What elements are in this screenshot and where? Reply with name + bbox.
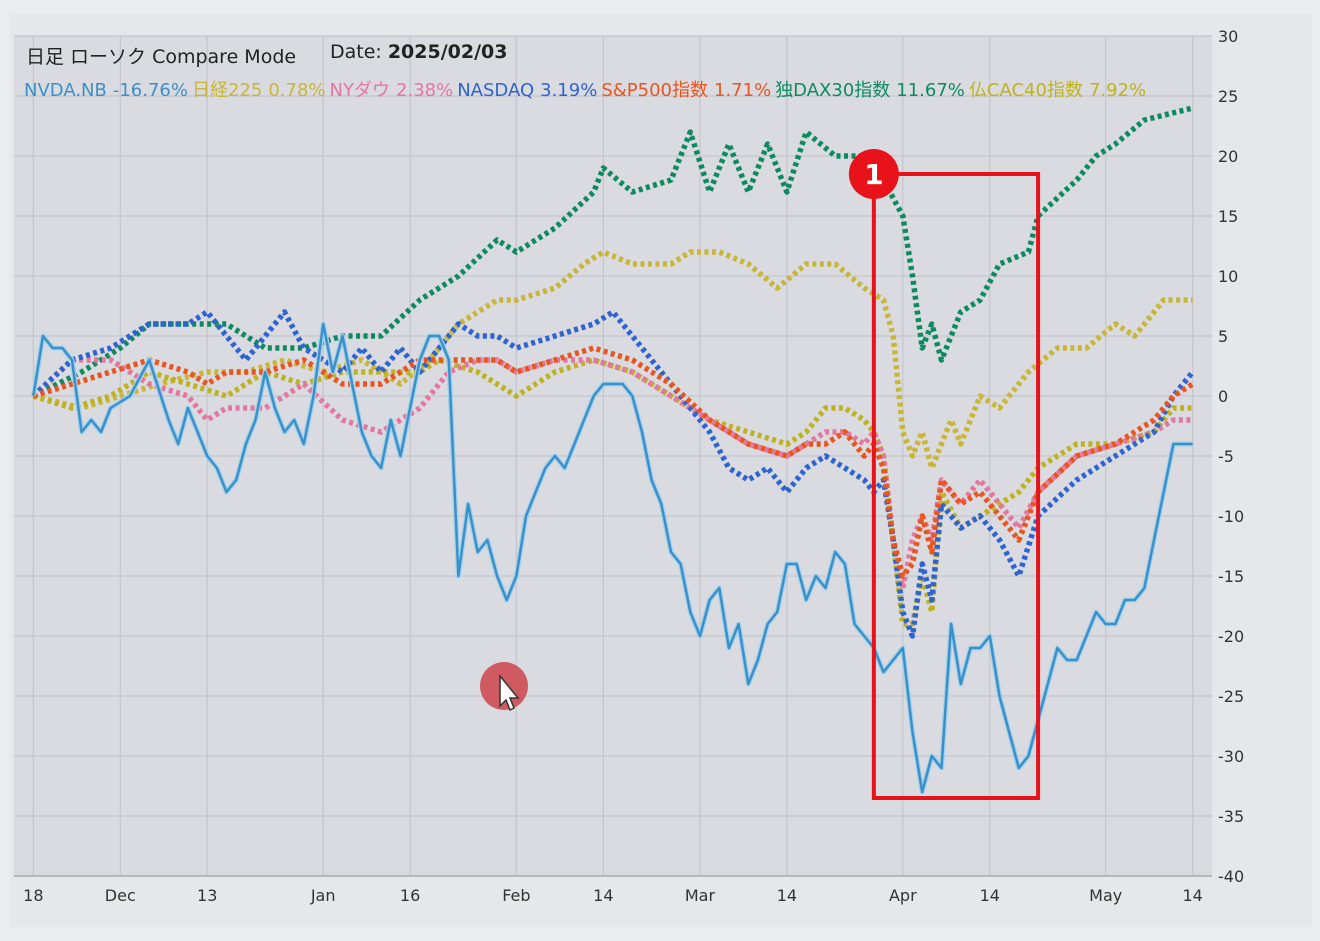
y-tick-label: 10 (1218, 267, 1238, 286)
y-tick-label: 30 (1218, 27, 1238, 46)
x-tick-label: 13 (197, 886, 217, 905)
legend-item: NVDA.NB -16.76% (24, 80, 188, 101)
legend-name: 仏CAC40指数 (969, 80, 1083, 101)
legend-change: 0.78% (268, 80, 325, 101)
legend-change: 7.92% (1089, 80, 1146, 101)
x-tick-label: Mar (685, 886, 716, 905)
y-tick-label: 20 (1218, 147, 1238, 166)
legend-item: 独DAX30指数 11.67% (775, 80, 965, 101)
legend-item: 仏CAC40指数 7.92% (969, 80, 1146, 101)
y-tick-label: 25 (1218, 87, 1238, 106)
legend-change: 3.19% (540, 80, 597, 101)
legend-name: 独DAX30指数 (775, 80, 890, 101)
x-tick-label: May (1089, 886, 1122, 905)
y-tick-label: -40 (1218, 867, 1244, 886)
date-value: 2025/02/03 (388, 41, 508, 63)
y-tick-label: 15 (1218, 207, 1238, 226)
legend-name: S&P500指数 (601, 80, 708, 101)
y-tick-label: -5 (1218, 447, 1234, 466)
y-tick-label: -30 (1218, 747, 1244, 766)
grid (14, 35, 1212, 877)
cursor-indicator (480, 662, 528, 712)
y-tick-label: -10 (1218, 507, 1244, 526)
annotation: 1 (848, 149, 1041, 800)
y-axis: 30 25 20 15 10 5 0 -5 -10 -15 -20 -25 -30 -35 -40 (1218, 27, 1244, 886)
hand-cursor-icon (499, 673, 520, 712)
y-tick-label: 5 (1218, 327, 1228, 346)
legend-item: NYダウ 2.38% (330, 80, 454, 101)
legend-name: NASDAQ (457, 80, 534, 101)
date-caption: Date: (330, 41, 382, 63)
annotation-badge (848, 149, 899, 199)
legend-change: 11.67% (896, 80, 965, 101)
x-tick-label: Dec (105, 886, 136, 905)
x-tick-label: 18 (23, 886, 43, 905)
x-tick-label: 14 (777, 886, 797, 905)
legend-item: S&P500指数 1.71% (601, 80, 771, 101)
legend-item: 日経225 0.78% (192, 80, 326, 101)
y-tick-label: -25 (1218, 687, 1244, 706)
x-tick-label: Apr (889, 886, 917, 905)
series-line-6 (32, 322, 1193, 794)
legend-change: -16.76% (113, 80, 188, 101)
y-tick-label: -20 (1218, 627, 1244, 646)
x-tick-label: 14 (1182, 886, 1202, 905)
series-line-0 (32, 105, 1194, 399)
series-layer (30, 105, 1195, 795)
x-tick-label: Jan (310, 886, 336, 905)
annotation-number: 1 (864, 158, 883, 191)
mode-label: 日足 ローソク Compare Mode (26, 46, 296, 68)
series-line-3 (31, 357, 1193, 591)
y-tick-label: -35 (1218, 807, 1244, 826)
legend: NVDA.NB -16.76% 日経225 0.78% NYダウ 2.38% NASDAQ 3… (24, 80, 1146, 101)
legend-name: NVDA.NB (24, 80, 107, 101)
legend-name: 日経225 (192, 80, 262, 101)
legend-item: NASDAQ 3.19% (457, 80, 597, 101)
legend-name: NYダウ (330, 80, 390, 101)
series-line-5 (32, 345, 1195, 579)
y-tick-label: 0 (1218, 387, 1228, 406)
date-label: Date: 2025/02/03 (330, 41, 507, 63)
x-axis: 18 Dec 13 Jan 16 Feb 14 Mar 14 Apr 14 May 14 (14, 875, 1212, 905)
x-tick-label: Feb (502, 886, 530, 905)
highlight-box (871, 172, 1041, 800)
y-tick-label: -15 (1218, 567, 1244, 586)
x-tick-label: 14 (980, 886, 1000, 905)
legend-change: 1.71% (714, 80, 771, 101)
legend-change: 2.38% (396, 80, 453, 101)
x-tick-label: 16 (400, 886, 420, 905)
series-line-4 (31, 309, 1195, 639)
chart-header: 日足 ローソク Compare Mode Date: 2025/02/03 NVD… (24, 41, 1146, 101)
x-tick-label: 14 (593, 886, 613, 905)
